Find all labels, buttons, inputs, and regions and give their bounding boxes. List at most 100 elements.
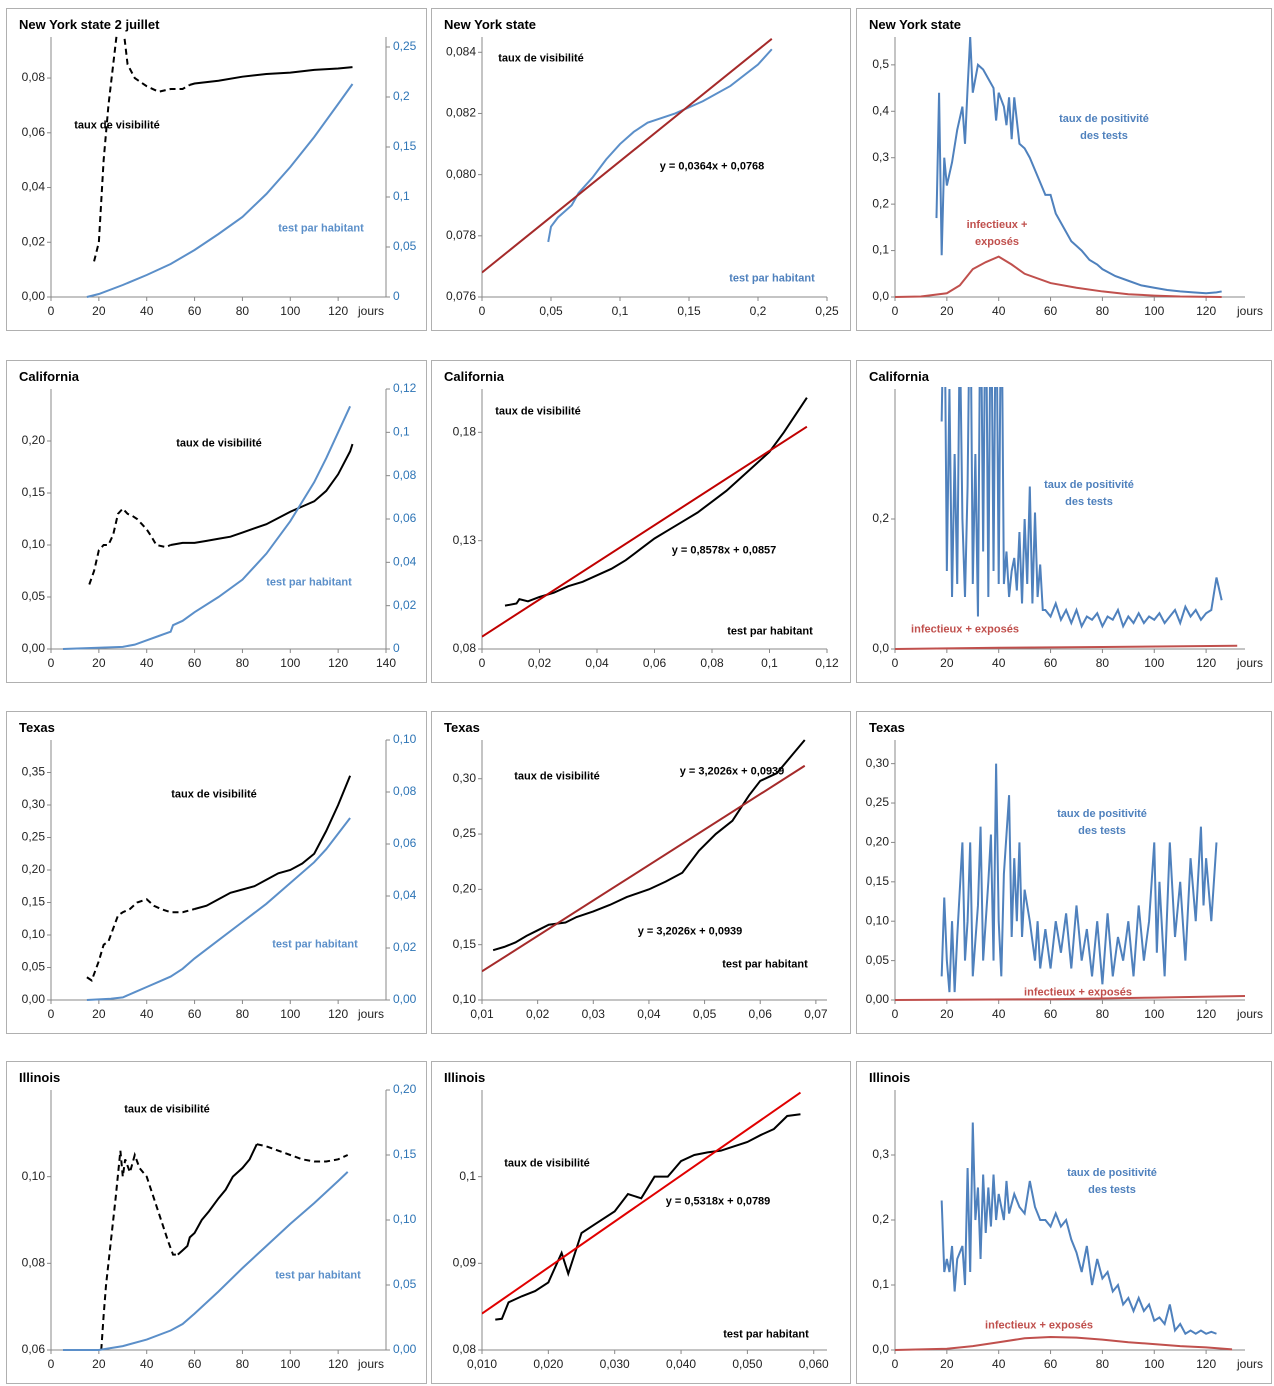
x-tick-label: 20 (92, 304, 106, 318)
y2-tick-label: 0,04 (393, 888, 417, 902)
chart-title: Texas (19, 720, 55, 735)
y-tick-label: 0,1 (459, 1169, 476, 1183)
x-tick-label: 0,15 (677, 304, 701, 318)
legend-label: test par habitant (278, 222, 364, 235)
chart-title: Texas (869, 720, 905, 735)
y-tick-label: 0,08 (22, 70, 46, 84)
x-tick-label: 100 (280, 1357, 300, 1371)
series-line (482, 425, 808, 638)
y-tick-label: 0,06 (22, 125, 46, 139)
chart: 0,0 0,1 0,2 0,3 0 20 40 60 80 100 120 jours (872, 1090, 1263, 1371)
legend-label: infectieux + exposés (966, 219, 1028, 248)
x-axis-label: jours (357, 1357, 384, 1371)
y-tick-label: 0,05 (866, 953, 890, 967)
y-tick-label: 0,10 (22, 1169, 46, 1183)
x-tick-label: 0,2 (750, 304, 767, 318)
y-tick-label: 0,00 (22, 289, 46, 303)
x-tick-label: 40 (992, 304, 1006, 318)
x-axis-label: jours (1236, 1357, 1263, 1371)
axis-label: taux de visibilité (498, 52, 584, 65)
series-line (895, 255, 1222, 298)
x-tick-label: 60 (188, 1357, 202, 1371)
x-tick-label: 0 (479, 656, 486, 670)
x-tick-label: 100 (1144, 1007, 1164, 1021)
y2-tick-label: 0,04 (393, 555, 417, 569)
legend-label: taux de positivité des tests (1067, 1167, 1157, 1196)
x-tick-label: 0 (48, 1007, 55, 1021)
annotation: y = 0,5318x + 0,0789 (665, 1195, 771, 1208)
y-tick-label: 0,080 (446, 167, 476, 181)
chart-panel: 0,08 0,09 0,1 0,010 0,020 0,030 0,040 0,050 0,06… (431, 1061, 851, 1384)
chart-title: Texas (444, 720, 480, 735)
y-tick-label: 0,2 (872, 511, 889, 525)
chart-panel: 0,06 0,08 0,10 0,00 0,05 0,10 0,15 0,20 0 20 40 60 8… (6, 1061, 427, 1384)
y-tick-label: 0,4 (872, 103, 889, 117)
chart: 0,00 0,02 0,04 0,06 0,08 0 0,05 0,1 0,15 0,2 0,25 0… (22, 35, 417, 318)
legend-label: taux de visibilité (171, 788, 257, 801)
x-axis-label: jours (1236, 656, 1263, 670)
legend-label: taux de visibilité (124, 1103, 210, 1116)
x-tick-label: 120 (328, 1357, 348, 1371)
x-tick-label: 0,050 (732, 1357, 762, 1371)
y2-tick-label: 0,1 (393, 189, 410, 203)
chart-title: California (19, 369, 79, 384)
x-tick-label: 0 (892, 656, 899, 670)
x-axis-label: jours (357, 304, 384, 318)
y-tick-label: 0,04 (22, 180, 46, 194)
x-tick-label: 40 (992, 1007, 1006, 1021)
legend-label: infectieux + exposés (1024, 986, 1132, 999)
legend-label: taux de positivité des tests (1057, 808, 1147, 837)
x-tick-label: 0,04 (585, 656, 609, 670)
y-tick-label: 0,35 (22, 765, 46, 779)
x-tick-label: 40 (140, 656, 154, 670)
legend-label: infectieux + exposés (911, 623, 1019, 636)
y-tick-label: 0,20 (22, 433, 46, 447)
axis-label: taux de visibilité (504, 1157, 590, 1170)
y2-tick-label: 0,02 (393, 598, 417, 612)
series-line (88, 507, 172, 585)
y2-tick-label: 0,05 (393, 239, 417, 253)
legend-label: test par habitant (272, 938, 358, 951)
x-tick-label: 0 (48, 304, 55, 318)
y-tick-label: 0,0 (872, 1342, 889, 1356)
legend-label: taux de visibilité (176, 437, 262, 450)
series-line (256, 1143, 349, 1163)
x-tick-label: 0,06 (643, 656, 667, 670)
chart-title: New York state (869, 17, 962, 32)
x-axis-label: jours (1236, 304, 1263, 318)
x-tick-label: 0 (48, 1357, 55, 1371)
y-tick-label: 0,20 (453, 882, 477, 896)
legend-label: test par habitant (275, 1269, 361, 1282)
y-tick-label: 0,5 (872, 57, 889, 71)
y-tick-label: 0,30 (866, 756, 890, 770)
x-tick-label: 0,02 (528, 656, 552, 670)
legend-label: taux de positivité des tests (1059, 113, 1149, 142)
annotation: y = 3,2026x + 0,0939 (679, 765, 785, 778)
series-line (895, 1335, 1233, 1351)
series-line (940, 387, 1223, 629)
y-tick-label: 0,10 (866, 913, 890, 927)
y-tick-label: 0,13 (453, 533, 477, 547)
x-tick-label: 100 (1144, 304, 1164, 318)
y-tick-label: 0,10 (22, 927, 46, 941)
x-tick-label: 140 (376, 656, 396, 670)
x-tick-label: 20 (92, 656, 106, 670)
y-tick-label: 0,09 (453, 1256, 477, 1270)
x-tick-label: 0,12 (815, 656, 839, 670)
x-tick-label: 80 (236, 1357, 250, 1371)
chart-title: California (869, 369, 929, 384)
chart: 0,00 0,05 0,10 0,15 0,20 0,25 0,30 0 20 40 60 80 100… (866, 740, 1263, 1021)
y-tick-label: 0,08 (453, 1342, 477, 1356)
chart-title: Illinois (444, 1070, 486, 1085)
y-tick-label: 0,20 (866, 835, 890, 849)
chart-panel: 0,0 0,1 0,2 0,3 0,4 0,5 0 20 40 60 80 100 120 jours Ne… (856, 8, 1272, 331)
y-tick-label: 0,0 (872, 641, 889, 655)
x-tick-label: 80 (1096, 1357, 1110, 1371)
x-tick-label: 60 (1044, 1007, 1058, 1021)
chart: 0,076 0,078 0,080 0,082 0,084 0 0,05 0,1 0,15 0,2… (446, 37, 839, 318)
chart-panel: 0,00 0,02 0,04 0,06 0,08 0 0,05 0,1 0,15 0,2 0,25 0… (6, 8, 427, 331)
series-line (940, 763, 1218, 993)
series-line (86, 898, 195, 983)
series-line (935, 36, 1222, 295)
y2-tick-label: 0,06 (393, 836, 417, 850)
